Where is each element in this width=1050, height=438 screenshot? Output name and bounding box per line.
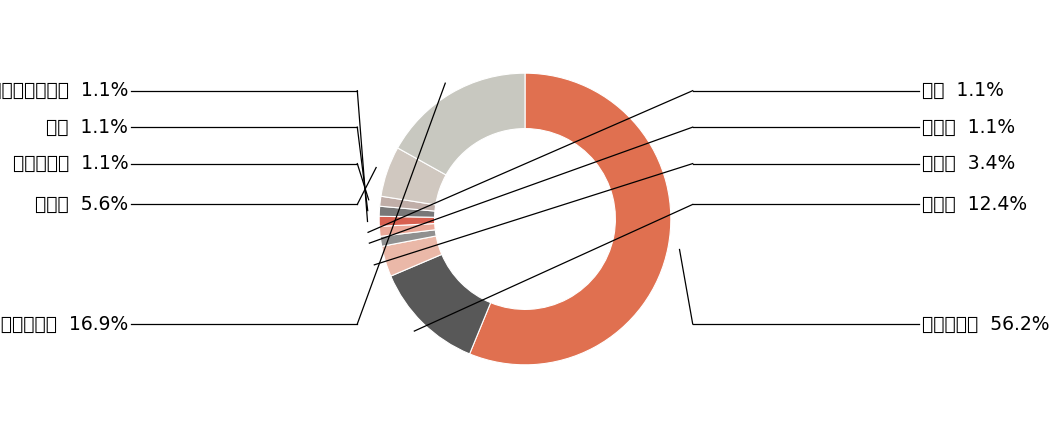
Text: 教員  1.1%: 教員 1.1% (922, 81, 1004, 100)
Text: 建設業  5.6%: 建設業 5.6% (36, 195, 128, 214)
Wedge shape (380, 196, 436, 211)
Wedge shape (382, 236, 442, 276)
Text: 情報通信業  56.2%: 情報通信業 56.2% (922, 314, 1049, 333)
Wedge shape (380, 230, 436, 246)
Wedge shape (381, 148, 446, 205)
Wedge shape (398, 73, 525, 175)
Text: 製造業  12.4%: 製造業 12.4% (922, 195, 1027, 214)
Wedge shape (379, 223, 436, 237)
Wedge shape (469, 73, 671, 365)
Text: 輸送  1.1%: 輸送 1.1% (46, 118, 128, 137)
Text: 公務員  1.1%: 公務員 1.1% (922, 118, 1014, 137)
Text: 電気・ガス・水道  1.1%: 電気・ガス・水道 1.1% (0, 81, 128, 100)
Text: 技術・サービス業  16.9%: 技術・サービス業 16.9% (0, 314, 128, 333)
Wedge shape (379, 206, 435, 217)
Wedge shape (379, 216, 435, 226)
Text: その他  3.4%: その他 3.4% (922, 154, 1015, 173)
Wedge shape (391, 254, 490, 354)
Text: 卸・小売業  1.1%: 卸・小売業 1.1% (13, 154, 128, 173)
